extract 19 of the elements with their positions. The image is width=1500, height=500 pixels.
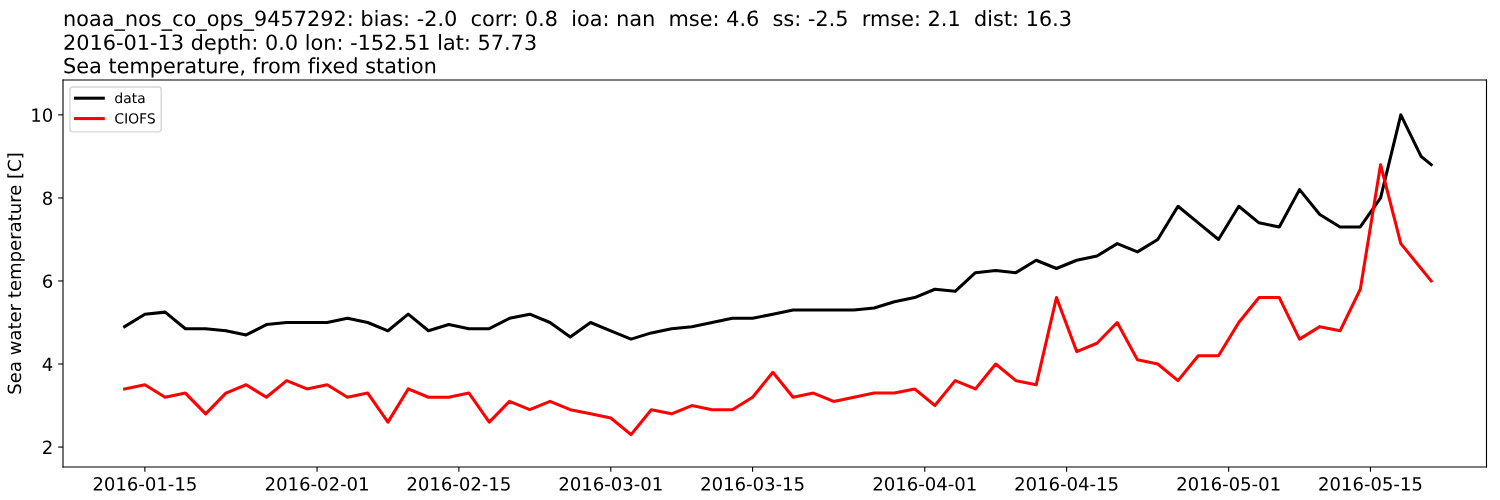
x-tick-label: 2016-02-01 <box>265 477 368 491</box>
x-tick-label: 2016-04-01 <box>873 477 976 491</box>
x-tick-label: 2016-05-01 <box>1177 477 1280 491</box>
y-tick-label: 2 <box>43 440 52 454</box>
x-tick-label: 2016-03-15 <box>701 477 804 491</box>
legend-label: data <box>115 92 145 104</box>
line-series <box>123 163 1433 437</box>
y-tick-label: 10 <box>32 108 53 122</box>
x-tick-label: 2016-05-15 <box>1319 477 1422 491</box>
x-tick-label: 2016-02-15 <box>407 477 510 491</box>
legend-label: CIOFS <box>115 113 155 124</box>
x-tick-label: 2016-04-15 <box>1015 477 1118 491</box>
y-tick-label: 4 <box>42 357 53 371</box>
y-tick-label: 8 <box>43 191 53 206</box>
x-tick-label: 2016-03-01 <box>559 477 662 491</box>
y-axis-title: Sea water temperature [C] <box>7 153 25 394</box>
chart-title: noaa_nos_co_ops_9457292: bias: -2.0 corr: 0.8 ioa: nan mse: 4.6 ss: -2.5 rmse: 2.1 dist: 16.3 2016-01-13 depth: 0.0 lon: -152.51 lat: 57.73 Sea temperature, from fixed station <box>64 10 1071 78</box>
x-tick-label: 2016-01-15 <box>93 477 196 491</box>
y-tick-label: 6 <box>43 274 53 289</box>
